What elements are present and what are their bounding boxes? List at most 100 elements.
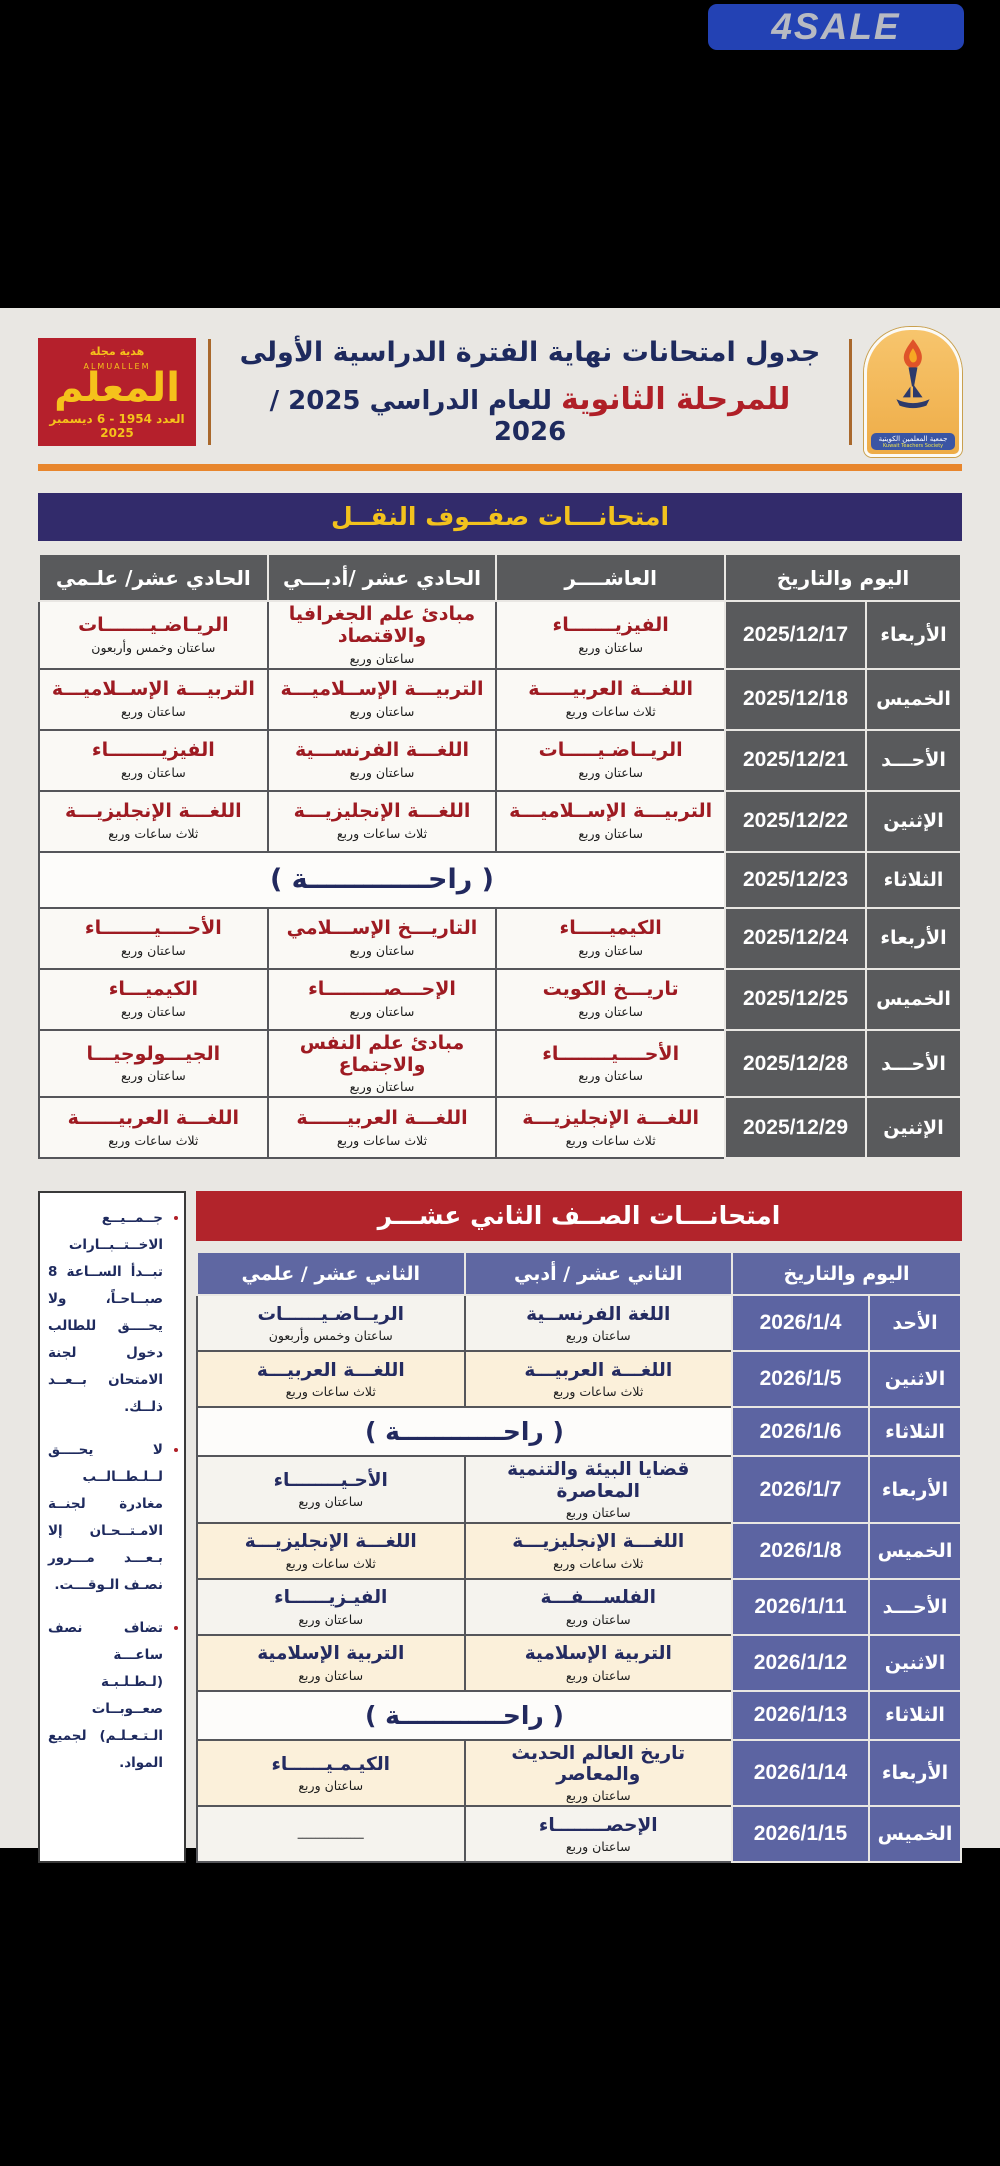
subject-duration: ساعتان وربع (298, 1777, 364, 1793)
subject-name: الكيميـــــاء (559, 917, 662, 940)
exam-cell-sci: التربية الإسلامية ساعتان وربع (196, 1633, 466, 1692)
subject-duration: ساعتان وربع (565, 1839, 631, 1855)
exam-cell-lit: اللغـــة الإنجليزيـــة ثلاث ساعات وربع (463, 1521, 733, 1580)
subject-duration: ساعتان وربع (349, 650, 415, 666)
day-cell: الثلاثاء (865, 850, 962, 909)
table-row: الخميس 2025/12/25 تاريـــخ الكويت ساعتان … (38, 967, 962, 1031)
exam-cell-sci: اللغـــة الإنجليزيـــة ثلاث ساعات وربع (196, 1521, 466, 1580)
exam-cell-sci: الجيـــولوجيـــا ساعتان وربع (38, 1028, 269, 1099)
subject-duration: ساعتان وربع (565, 1328, 631, 1343)
table-row: الأحـــد 2025/12/28 الأحــــيــــــــاء س… (38, 1028, 962, 1099)
date-cell: 2025/12/28 (723, 1028, 868, 1099)
magazine-gift-label: هدية مجلة (89, 345, 145, 358)
subject-name: الفيزيــــــــاء (91, 739, 215, 762)
exam-cell-sci: الفيزيــــــــاء ساعتان وربع (38, 728, 269, 792)
date-cell: 2025/12/22 (723, 789, 868, 853)
day-cell: الاثنين (868, 1350, 962, 1409)
subject-name: تاريـــخ الكويت (542, 978, 679, 1001)
exam-cell-sci: الفيـزيــــــاء ساعتان وربع (196, 1577, 466, 1636)
subject-name: الريــاضـيـــــات (538, 739, 683, 762)
day-cell: الأربعاء (868, 1455, 962, 1524)
exam-cell-lit: مبادئ علم الجغرافيا والاقتصاد ساعتان وربع (266, 600, 498, 670)
col-header-day-date: اليوم والتاريخ (731, 1251, 962, 1297)
exam-cell-lit: تاريخ العالم الحديث والمعاصر ساعتان وربع (463, 1738, 733, 1808)
exam-cell-lit: الإحـــصـــــــــاء ساعتان وربع (266, 967, 498, 1031)
rest-row: الثلاثاء 2025/12/23 ( راحـــــــــــــة … (38, 850, 962, 909)
day-cell: الخميس (865, 667, 962, 731)
header-divider-right (849, 339, 852, 445)
date-cell: 2026/1/13 (731, 1689, 870, 1741)
society-name-band: جمعية المعلمين الكويتية Kuwait Teachers … (871, 432, 955, 450)
transfer-classes-exam-table: اليوم والتاريخ العاشــــر الحادي عشر /أد… (38, 553, 963, 1160)
subject-name: اللغـــة الإنجليزيـــة (64, 800, 242, 823)
grade12-section: امتحانـــات الصــف الثاني عشـــر اليوم و… (38, 1191, 962, 1864)
day-cell: الأحـــد (868, 1577, 962, 1636)
table-row: الخميس 2026/1/8 اللغـــة الإنجليزيـــة ثل… (196, 1521, 962, 1580)
exam-cell-sci: الريــاضـيــــــات ساعتان وخمس وأربعون (196, 1294, 466, 1353)
date-cell: 2025/12/21 (723, 728, 868, 792)
subject-duration: ثلاث ساعات وربع (285, 1555, 376, 1571)
table-row: الأحـــد 2025/12/21 الريــاضـيـــــات ساع… (38, 728, 962, 792)
kuwait-teachers-society-emblem: جمعية المعلمين الكويتية Kuwait Teachers … (864, 327, 962, 457)
day-cell: الأربعاء (868, 1738, 962, 1808)
subject-duration: ساعتان وخمس وأربعون (91, 639, 216, 655)
day-cell: الأحد (868, 1294, 962, 1353)
exam-cell-lit: الفلســـفـــة ساعتان وربع (463, 1577, 733, 1636)
subject-name: التاريـــخ الإســـلامي (286, 917, 478, 940)
subject-name: الأحـيــــــــاء (273, 1470, 388, 1491)
exam-cell-lit: التربية الإسلامية ساعتان وربع (463, 1633, 733, 1692)
date-cell: 2026/1/5 (731, 1350, 870, 1409)
date-cell: 2025/12/23 (723, 850, 868, 909)
exam-cell-sci: اللغـــة العربيــــــة ثلاث ساعات وربع (38, 1096, 269, 1160)
subject-duration: ساعتان وربع (349, 704, 415, 720)
grade12-banner: امتحانـــات الصــف الثاني عشـــر (196, 1191, 962, 1242)
subject-duration: ساعتان وربع (298, 1611, 364, 1627)
subject-name: التربيـــة الإســلاميـــة (280, 678, 484, 701)
subject-name: الإحـــصـــــــــاء (308, 978, 456, 1001)
subject-name: التربيـــة الإســلاميـــة (51, 678, 255, 701)
sub-title-stage: للمرحلة الثانوية (561, 382, 791, 417)
subject-name: الجيـــولوجيـــا (86, 1042, 221, 1065)
subject-duration: ثلاث ساعات وربع (108, 1132, 199, 1148)
header-divider-left (208, 339, 211, 445)
subject-duration: ساعتان وربع (120, 704, 186, 720)
subject-duration: ثلاث ساعات وربع (565, 704, 656, 720)
subject-name: اللغة الفرنســية (526, 1303, 671, 1325)
subject-name: مبادئ علم الجغرافيا والاقتصاد (288, 603, 476, 647)
day-cell: الأحـــد (865, 728, 962, 792)
subject-duration: ثلاث ساعات وربع (285, 1384, 376, 1399)
table-row: الخميس 2025/12/18 اللغـــة العربيـــــة ث… (38, 667, 962, 731)
subject-name: اللغـــة الإنجليزيـــة (522, 1106, 700, 1129)
day-cell: الثلاثاء (868, 1689, 962, 1741)
date-cell: 2026/1/8 (731, 1521, 870, 1580)
exam-cell-sci: الكيـمـيــــــاء ساعتان وربع (196, 1738, 466, 1808)
subject-duration: ثلاث ساعات وربع (336, 1132, 428, 1148)
subject-duration: ساعتان وربع (120, 1068, 186, 1084)
exam-cell-grade10: تاريـــخ الكويت ساعتان وربع (495, 967, 726, 1031)
subject-name: الأحــــيــــــــاء (84, 917, 222, 940)
rest-cell: ( راحـــــــــــــة ) (38, 850, 726, 909)
date-cell: 2025/12/29 (723, 1096, 868, 1160)
rest-row: الثلاثاء 2026/1/6 ( راحــــــــــــة ) (196, 1406, 962, 1458)
almuallem-magazine-logo: هدية مجلة ALMUALLEM المعلم العدد 1954 - … (38, 338, 196, 446)
date-cell: 2025/12/24 (723, 906, 868, 970)
rest-row: الثلاثاء 2026/1/13 ( راحــــــــــــة ) (196, 1689, 962, 1741)
day-cell: الإثنين (865, 789, 962, 853)
exam-schedule-document: جمعية المعلمين الكويتية Kuwait Teachers … (0, 308, 1000, 1864)
subject-name: اللغـــة العربيــــــة (296, 1106, 468, 1129)
subject-name: الريــاضـيــــــات (257, 1303, 405, 1325)
exam-cell-lit: اللغـــة العربيـــة ثلاث ساعات وربع (463, 1350, 733, 1409)
rest-cell: ( راحــــــــــــة ) (196, 1689, 733, 1741)
exam-cell-sci: اللغـــة العربيـــة ثلاث ساعات وربع (196, 1350, 466, 1409)
subject-duration: ساعتان وربع (578, 765, 643, 781)
exam-rules-note-box: جــمــيــع الاخــتــبــارات تبــدأ الســ… (38, 1191, 186, 1864)
empty-dash: ـــــــــــــــ (297, 1825, 364, 1844)
col-header-grade12-lit: الثاني عشر / أدبي (463, 1251, 733, 1297)
exam-cell-lit: اللغة الفرنســية ساعتان وربع (463, 1294, 733, 1353)
magazine-name-arabic: المعلم (54, 365, 180, 411)
date-cell: 2026/1/4 (731, 1294, 870, 1353)
subject-name: التربية الإسلامية (257, 1643, 405, 1665)
exam-rule-item: لا يحــــق لــلـطــالــب مغادرة لجنــة ا… (48, 1437, 163, 1599)
date-cell: 2026/1/11 (731, 1577, 870, 1636)
table-row: الأربعاء 2025/12/24 الكيميـــــاء ساعتان … (38, 906, 962, 970)
